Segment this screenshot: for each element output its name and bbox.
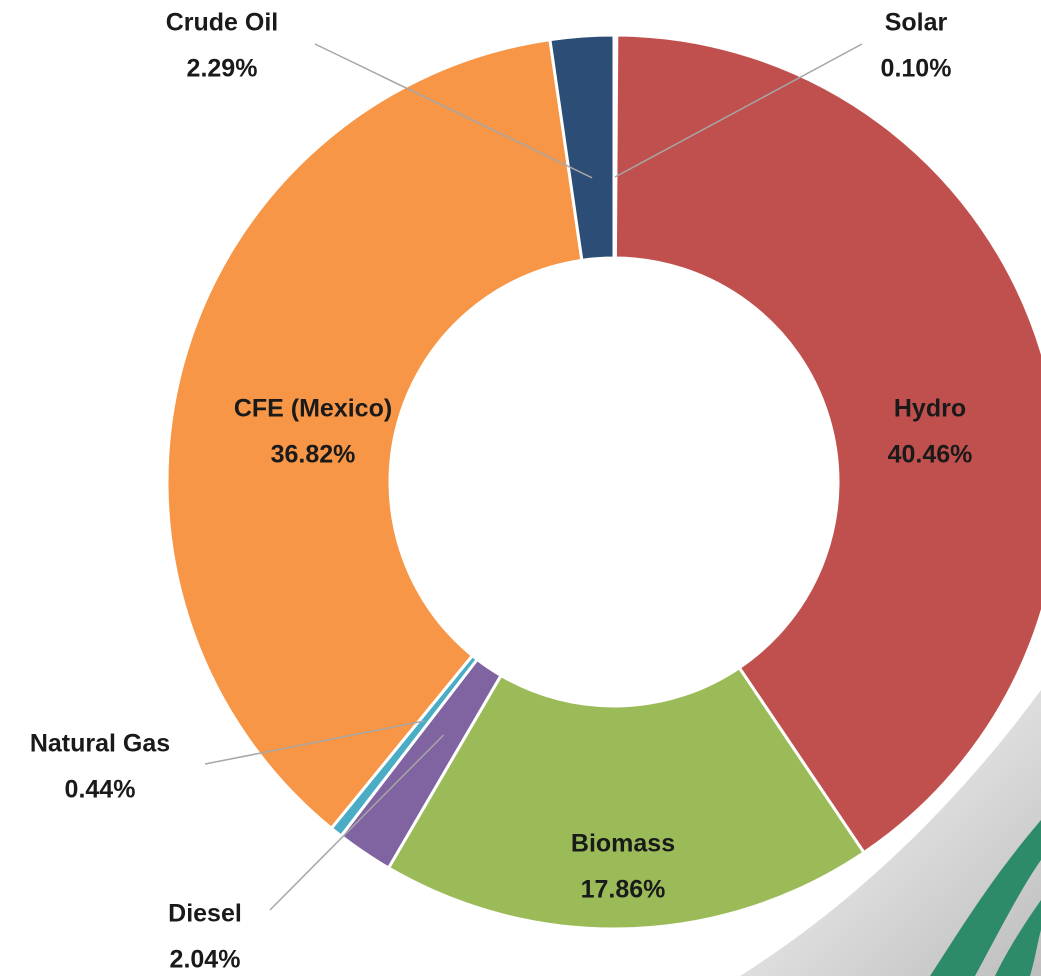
leader-line [204,720,425,765]
slice-label: CFE (Mexico) [234,395,392,423]
slice-value: 2.29% [187,55,258,83]
slice [165,37,584,831]
slice-label: Crude Oil [166,9,279,37]
slice [548,33,616,263]
slice-label: Solar [885,9,948,37]
labels: Solar 0.10% Hydro 40.46% Biomass 17.86% Diesel… [30,9,973,974]
slice-value: 0.44% [65,776,136,804]
slice-value: 17.86% [581,876,666,904]
decoration [740,690,1041,976]
slice-value: 2.04% [170,946,241,974]
slice-value: 0.10% [881,55,952,83]
slices [165,33,1041,931]
slice [386,665,867,931]
slice-label: Biomass [571,830,675,858]
slice-label: Natural Gas [30,730,170,758]
slice-value: 40.46% [888,441,973,469]
slice-label: Diesel [168,900,242,928]
slice [613,33,1041,855]
leader-line [614,43,863,178]
slice-label: Hydro [894,395,966,423]
slice-value: 36.82% [271,441,356,469]
leader-line [269,734,445,911]
leader-line [314,43,593,179]
